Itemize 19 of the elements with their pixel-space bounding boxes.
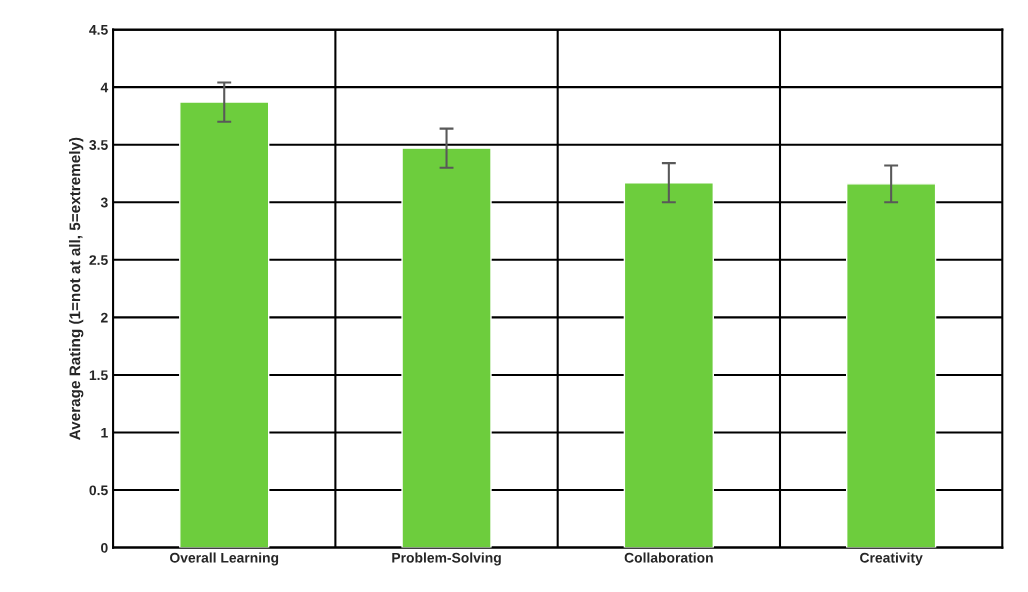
- bar: [845, 183, 937, 548]
- y-axis-title: Average Rating (1=not at all, 5=extremely): [69, 137, 84, 440]
- x-tick-label: Overall Learning: [170, 552, 279, 566]
- x-tick-label: Problem-Solving: [392, 552, 501, 566]
- y-tick-label: 3.5: [89, 140, 108, 150]
- bar: [401, 147, 492, 548]
- y-tick-label: 0.5: [89, 485, 108, 496]
- y-tick-label: 2.5: [89, 255, 108, 265]
- y-tick-label: 1.5: [89, 370, 108, 381]
- bar: [179, 101, 270, 548]
- y-tick-label: 1: [101, 427, 108, 438]
- x-tick-label: Creativity: [860, 552, 923, 566]
- bar: [623, 182, 714, 548]
- y-tick-label: 0: [101, 542, 108, 553]
- y-tick-label: 4.5: [89, 25, 108, 35]
- x-tick-label: Collaboration: [624, 552, 713, 563]
- y-tick-label: 4: [100, 82, 109, 93]
- y-tick-label: 2: [100, 312, 108, 323]
- y-tick-label: 3: [100, 197, 108, 208]
